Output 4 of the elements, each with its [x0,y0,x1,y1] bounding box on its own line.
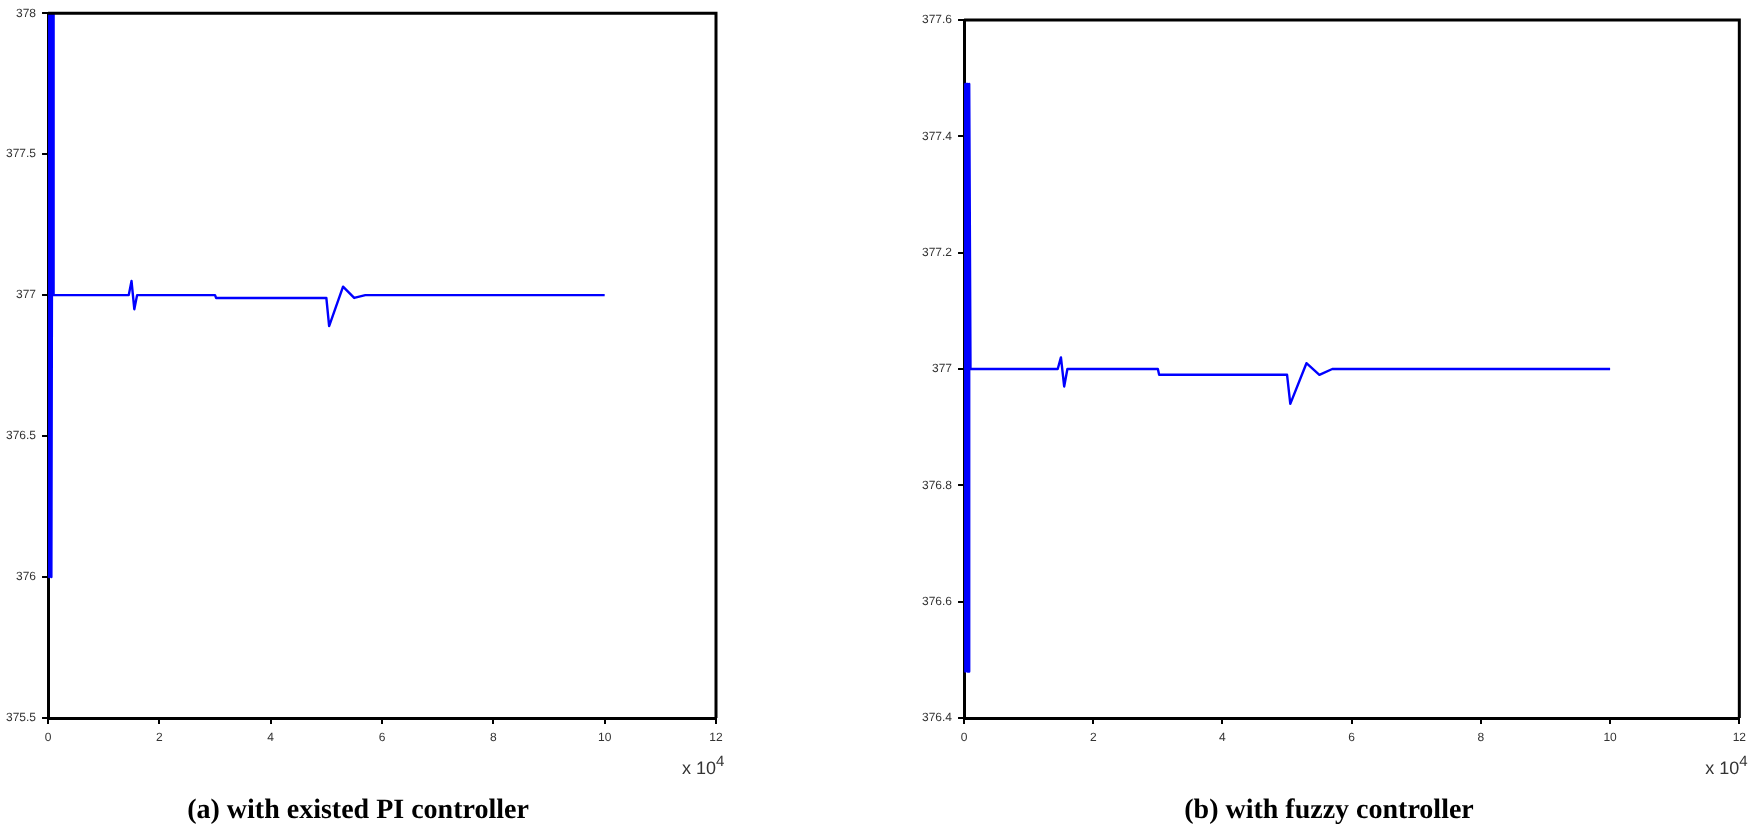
x-axis-title: x 10$^{4}$ [682,752,725,778]
text: (b) with fuzzy controller [1184,796,1474,827]
text: (a) with existed PI controller [187,796,529,827]
x-axis-title: x 10$^{4}$ [1705,752,1748,778]
